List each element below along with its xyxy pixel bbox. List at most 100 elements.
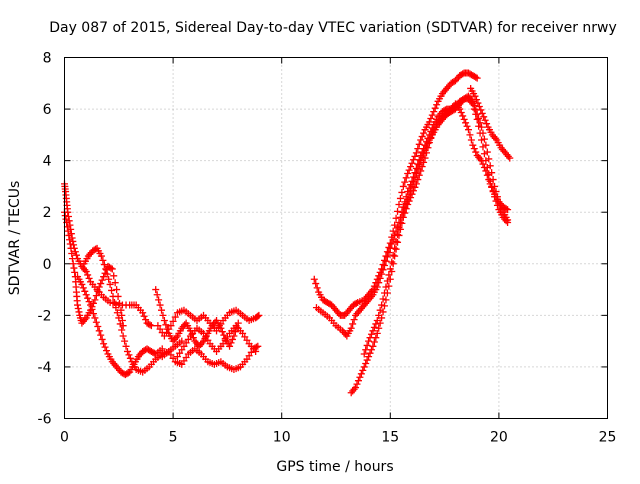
y-tick-label: -4 <box>38 360 52 376</box>
data-point <box>119 332 127 340</box>
data-point <box>254 312 262 320</box>
data-point <box>100 261 108 269</box>
data-point <box>65 231 73 239</box>
series-seg-midday-c <box>154 306 263 340</box>
data-point <box>367 330 375 338</box>
x-tick-label: 20 <box>490 430 508 446</box>
data-point <box>376 274 384 282</box>
data-point <box>398 188 406 196</box>
data-point <box>69 260 77 268</box>
data-point <box>421 146 429 154</box>
data-point <box>85 298 93 306</box>
data-point <box>125 351 133 359</box>
data-point <box>412 149 420 157</box>
data-point <box>379 295 387 303</box>
data-point <box>405 166 413 174</box>
y-tick-label: 4 <box>43 154 52 170</box>
data-point <box>81 287 89 295</box>
data-point <box>366 349 374 357</box>
data-point <box>388 240 396 248</box>
data-point <box>411 174 419 182</box>
data-point <box>375 279 383 287</box>
series-seg-midday-b <box>158 342 262 374</box>
data-point <box>411 152 419 160</box>
data-point <box>392 214 400 222</box>
data-point <box>111 279 119 287</box>
data-point <box>366 334 374 342</box>
data-point <box>147 322 155 330</box>
data-point <box>392 245 400 253</box>
data-point <box>478 157 486 165</box>
data-point <box>415 140 423 148</box>
data-point <box>433 101 441 109</box>
data-point <box>82 291 90 299</box>
data-point <box>370 323 378 331</box>
data-point <box>388 258 396 266</box>
data-point <box>116 299 124 307</box>
data-point <box>504 216 512 224</box>
data-point <box>457 109 465 117</box>
y-axis-label: SDTVAR / TECUs <box>7 181 23 296</box>
data-point <box>160 317 168 325</box>
data-point <box>466 131 474 139</box>
data-point <box>140 312 148 320</box>
data-point <box>169 317 177 325</box>
data-point <box>486 180 494 188</box>
data-point <box>395 224 403 232</box>
series-seg-evening-b <box>312 95 512 340</box>
data-point <box>152 286 160 294</box>
data-point <box>399 208 407 216</box>
data-point <box>102 265 110 273</box>
data-point <box>386 265 394 273</box>
data-point <box>353 380 361 388</box>
y-tick-label: 2 <box>43 205 52 221</box>
data-point <box>382 257 390 265</box>
data-point <box>471 92 479 100</box>
data-point <box>106 280 114 288</box>
data-point <box>381 289 389 297</box>
data-point <box>92 292 100 300</box>
data-point <box>107 264 115 272</box>
data-point <box>394 207 402 215</box>
data-point <box>475 102 483 110</box>
data-point <box>391 252 399 260</box>
data-point <box>464 126 472 134</box>
data-point <box>82 268 90 276</box>
data-point <box>252 347 260 355</box>
data-point <box>399 182 407 190</box>
data-point <box>414 165 422 173</box>
data-point <box>79 284 87 292</box>
data-point <box>123 347 131 355</box>
data-point <box>159 311 167 319</box>
data-point <box>146 321 154 329</box>
data-point <box>153 291 161 299</box>
data-point <box>115 314 123 322</box>
y-tick-label: 0 <box>43 257 52 273</box>
data-point <box>417 136 425 144</box>
data-point <box>482 141 490 149</box>
data-point <box>155 296 163 304</box>
data-point <box>72 251 80 259</box>
data-point <box>312 280 320 288</box>
plot-frame <box>64 57 608 419</box>
data-point <box>395 200 403 208</box>
data-point <box>92 318 100 326</box>
data-point <box>472 73 480 81</box>
data-point <box>75 308 83 316</box>
data-point <box>113 309 121 317</box>
data-point <box>226 342 234 350</box>
data-point <box>407 187 415 195</box>
series-seg-evening-e <box>467 84 514 162</box>
data-point <box>357 370 365 378</box>
series-seg-morning-d <box>74 273 166 379</box>
data-point <box>352 384 360 392</box>
data-point <box>68 255 76 263</box>
data-point <box>485 176 493 184</box>
data-point <box>66 236 74 244</box>
data-point <box>463 122 471 130</box>
data-point <box>230 332 238 340</box>
data-point <box>97 331 105 339</box>
data-point <box>430 108 438 116</box>
data-point <box>470 145 478 153</box>
data-point <box>431 104 439 112</box>
